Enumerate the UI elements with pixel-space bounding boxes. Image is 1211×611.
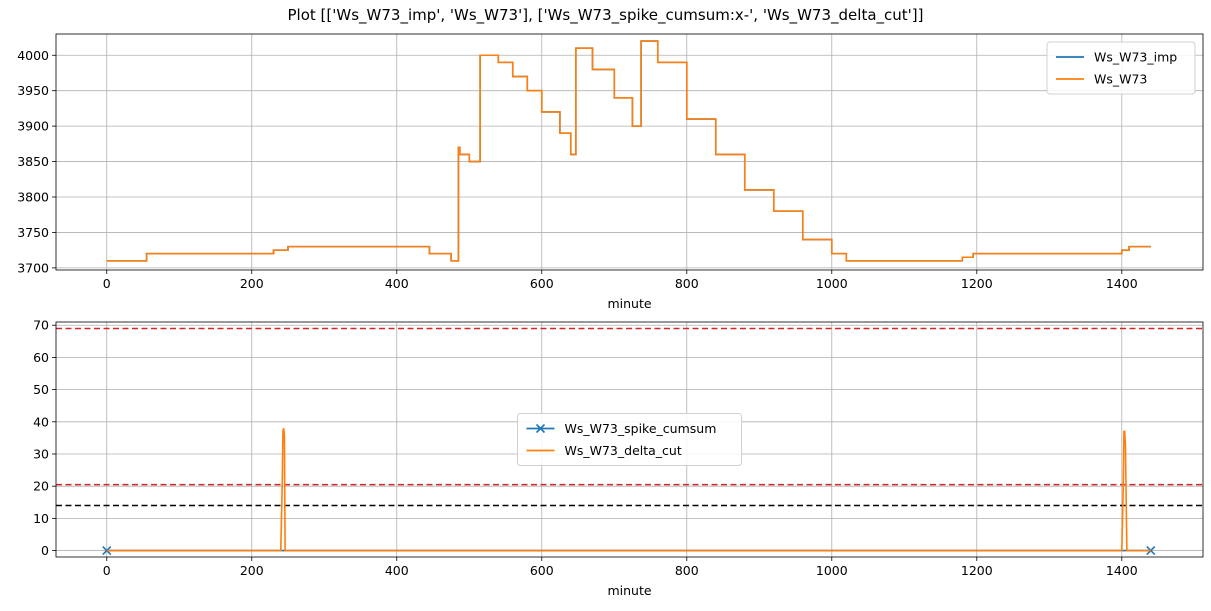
chart-2-x-tick-label: 1200 [961, 563, 993, 578]
chart-1-series-1-line [106, 40, 1151, 262]
chart-1-x-tick-label: 0 [103, 276, 111, 291]
chart-2-x-tick-label: 1400 [1106, 563, 1138, 578]
chart-1-x-tick-label: 1200 [961, 276, 993, 291]
chart-1-y-tick-label: 3850 [17, 154, 49, 169]
chart-2-legend-label: Ws_W73_delta_cut [565, 443, 682, 458]
chart-1-series-2-line [106, 40, 1151, 262]
chart-1-legend: Ws_W73_imp Ws_W73 [1046, 41, 1196, 95]
chart-2-x-tick-label: 0 [103, 563, 111, 578]
chart-2-axes: 0 200 400 600 800 1000 1200 1400 0 10 20 30 40 50 60 70… [33, 318, 1204, 598]
chart-2-x-tick-label: 400 [385, 563, 409, 578]
chart-2-y-tick-label: 70 [33, 318, 49, 333]
chart-2-y-tick-label: 20 [33, 479, 49, 494]
chart-2-x-tick-label: 200 [240, 563, 264, 578]
chart-1-legend-box [1046, 41, 1196, 95]
chart-2-plot-area [56, 327, 1203, 556]
chart-1-legend-label: Ws_W73 [1094, 72, 1147, 87]
chart-2-y-tick-label: 10 [33, 511, 49, 526]
chart-2-series-1-marker [102, 545, 112, 556]
chart-2-x-tick-label: 1000 [816, 563, 848, 578]
chart-2-frame [55, 321, 1204, 558]
chart-1-x-tick-label: 1400 [1106, 276, 1138, 291]
chart-2-x-tick-label: 800 [675, 563, 699, 578]
chart-1-plot-area [106, 40, 1151, 262]
chart-1-x-axis-label: minute [607, 296, 651, 311]
chart-2-y-tick-label: 0 [41, 543, 49, 558]
chart-1-y-tick-label: 3700 [17, 260, 49, 275]
chart-2-legend-marker [535, 423, 546, 434]
chart-1-x-tick-label: 600 [530, 276, 554, 291]
chart-1-legend-label: Ws_W73_imp [1094, 50, 1177, 65]
chart-2-x-axis-label: minute [607, 583, 651, 598]
chart-1-x-tick-label: 400 [385, 276, 409, 291]
chart-2-y-tick-label: 50 [33, 382, 49, 397]
figure-suptitle: Plot [['Ws_W73_imp', 'Ws_W73'], ['Ws_W73… [287, 6, 924, 24]
chart-2-legend-label: Ws_W73_spike_cumsum [565, 421, 717, 436]
chart-2-series-1-marker [1146, 545, 1156, 556]
chart-1-y-tick-label: 3900 [17, 119, 49, 134]
chart-1-y-tick-label: 3750 [17, 225, 49, 240]
chart-1-y-tick-label: 3950 [17, 83, 49, 98]
chart-2-y-tick-label: 40 [33, 414, 49, 429]
chart-1-frame [55, 33, 1204, 271]
chart-2-legend: Ws_W73_spike_cumsum Ws_W73_delta_cut [517, 413, 742, 466]
chart-2-legend-box [517, 413, 742, 466]
chart-1-y-tick-label: 3800 [17, 190, 49, 205]
chart-1-x-tick-label: 1000 [816, 276, 848, 291]
chart-1-axes: 0 200 400 600 800 1000 1200 1400 3700 3750 3800 385… [17, 33, 1204, 311]
chart-1-x-tick-label: 200 [240, 276, 264, 291]
chart-2-y-tick-label: 60 [33, 350, 49, 365]
chart-2-series-2-line [106, 428, 1151, 552]
chart-1-y-tick-label: 4000 [17, 48, 49, 63]
chart-2-y-tick-label: 30 [33, 446, 49, 461]
chart-2-x-tick-label: 600 [530, 563, 554, 578]
chart-1-x-tick-label: 800 [675, 276, 699, 291]
